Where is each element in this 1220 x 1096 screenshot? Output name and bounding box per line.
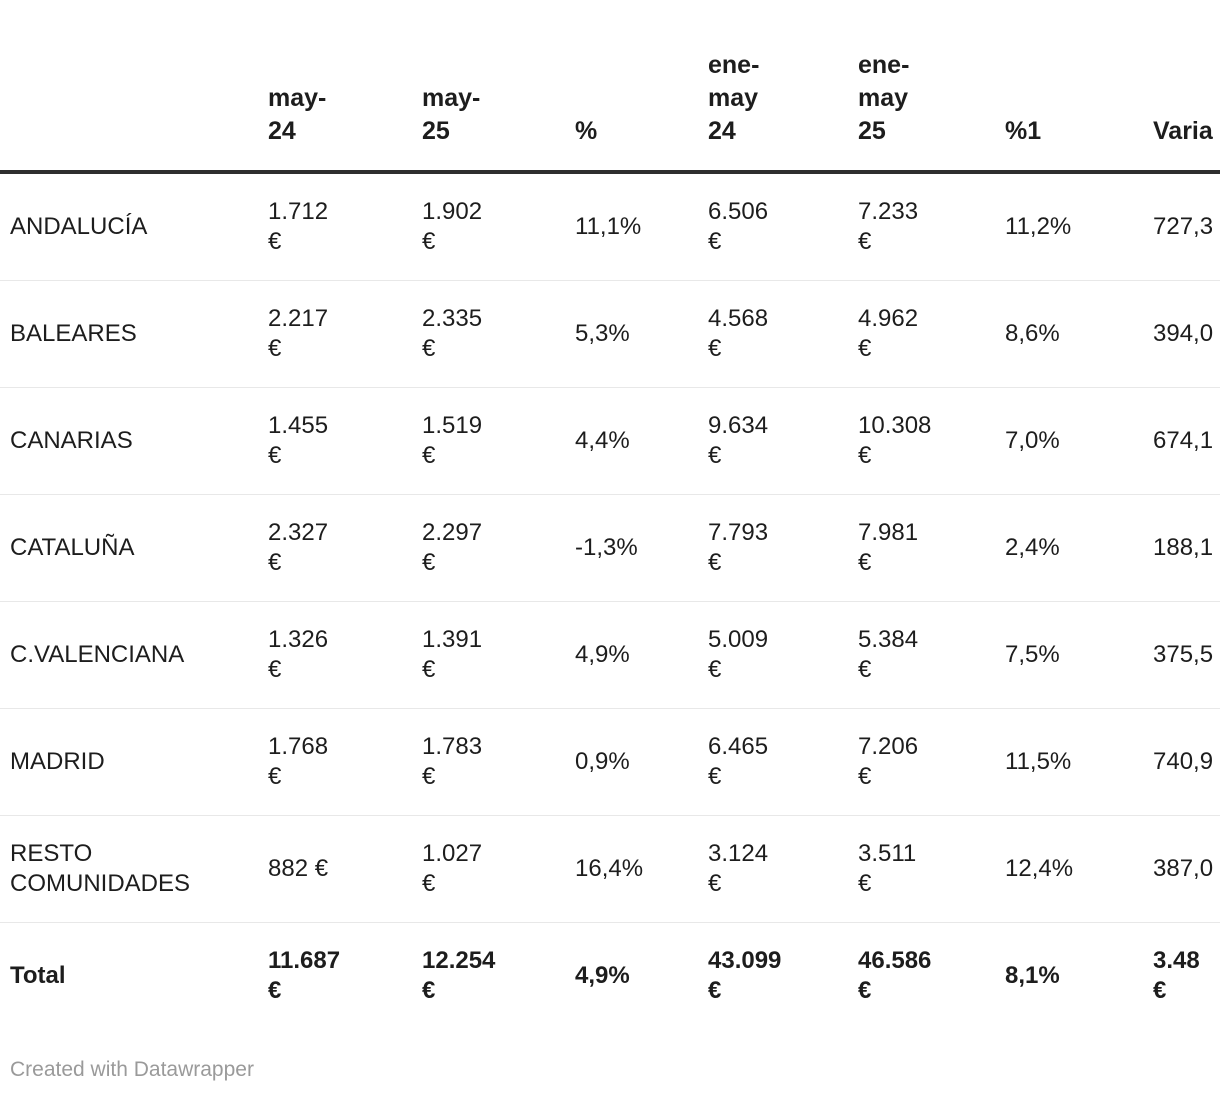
cell-ene-may-25: 7.206 € [848,708,995,816]
cell-region: BALEARES [0,280,258,388]
cell-region: CANARIAS [0,387,258,495]
cell-may-24: 1.768 € [258,708,412,816]
cell-region: RESTO COMUNIDADES [0,815,258,923]
cell-may-25: 1.783 € [412,708,565,816]
table-row: BALEARES 2.217 € 2.335 € 5,3% 4.568 € 4.… [0,280,1220,388]
cell-may-24: 1.455 € [258,387,412,495]
cell-ene-may-24: 6.465 € [698,708,848,816]
cell-may-25: 1.027 € [412,815,565,923]
cell-ene-may-25: 7.233 € [858,198,919,255]
cell-may-24: 1.712 € [268,198,329,255]
cell-may-25: 1.902 € [422,198,483,255]
cell-pct: -1,3% [565,494,698,602]
region-revenue-table: may- 24 may- 25 % ene- may 24 ene- may 2… [0,0,1220,1029]
cell-may-24: 2.217 € [258,280,412,388]
header-ene-may-25: ene- may 25 [848,0,995,174]
cell-pct: 4,4% [565,387,698,495]
total-may-24: 11.687 € [258,922,412,1029]
total-row: Total 11.687 € 12.254 € 4,9% 43.099 € 46… [0,922,1220,1029]
header-may-24: may- 24 [258,0,412,174]
table-row: C.VALENCIANA 1.326 € 1.391 € 4,9% 5.009 … [0,601,1220,709]
cell-variacion: 387,0 [1143,815,1220,923]
cell-may-25: 1.391 € [412,601,565,709]
cell-ene-may-24: 4.568 € [698,280,848,388]
cell-may-25: 1.519 € [412,387,565,495]
header-ene-may-24: ene- may 24 [698,0,848,174]
cell-variacion: 740,9 [1143,708,1220,816]
cell-variacion: 674,1 [1143,387,1220,495]
cell-ene-may-24: 3.124 € [698,815,848,923]
cell-ene-may-25: 10.308 € [848,387,995,495]
cell-variacion: 188,1 [1143,494,1220,602]
cell-ene-may-24: 5.009 € [698,601,848,709]
cell-ene-may-25: 7.981 € [848,494,995,602]
cell-ene-may-25: 5.384 € [848,601,995,709]
header-row: may- 24 may- 25 % ene- may 24 ene- may 2… [0,0,1220,174]
table-viewport: may- 24 may- 25 % ene- may 24 ene- may 2… [0,0,1220,1029]
cell-variacion: 394,0 [1143,280,1220,388]
cell-may-25: 2.297 € [412,494,565,602]
total-label: Total [0,922,258,1029]
datawrapper-credit: Created with Datawrapper [10,1058,254,1081]
cell-pct: 11,1% [575,213,642,240]
header-pct1: %1 [995,0,1143,174]
cell-ene-may-25: 3.511 € [848,815,995,923]
cell-may-24: 882 € [258,815,412,923]
cell-pct: 0,9% [565,708,698,816]
total-may-25: 12.254 € [412,922,565,1029]
cell-may-24: 2.327 € [258,494,412,602]
header-region [0,0,258,174]
header-may-25: may- 25 [412,0,565,174]
total-ene-may-24: 43.099 € [698,922,848,1029]
cell-variacion: 375,5 [1143,601,1220,709]
table-row: RESTO COMUNIDADES 882 € 1.027 € 16,4% 3.… [0,815,1220,923]
total-pct1: 8,1% [995,922,1143,1029]
cell-region: MADRID [0,708,258,816]
cell-ene-may-25: 4.962 € [848,280,995,388]
table-row: ANDALUCÍA 1.712 € 1.902 € 11,1% 6.506 € … [0,172,1220,281]
total-pct: 4,9% [565,922,698,1029]
cell-pct1: 12,4% [995,815,1143,923]
table-row: CANARIAS 1.455 € 1.519 € 4,4% 9.634 € 10… [0,387,1220,495]
cell-pct: 16,4% [565,815,698,923]
total-variacion: 3.48 € [1143,922,1220,1029]
cell-region: C.VALENCIANA [0,601,258,709]
cell-region: CATALUÑA [0,494,258,602]
cell-region: ANDALUCÍA [10,213,148,240]
cell-pct: 5,3% [565,280,698,388]
cell-may-24: 1.326 € [258,601,412,709]
cell-variacion: 727,3 [1153,213,1214,240]
cell-pct1: 7,5% [995,601,1143,709]
header-variacion: Varia [1143,0,1220,174]
table-row: CATALUÑA 2.327 € 2.297 € -1,3% 7.793 € 7… [0,494,1220,602]
total-ene-may-25: 46.586 € [848,922,995,1029]
cell-pct1: 7,0% [995,387,1143,495]
cell-may-25: 2.335 € [412,280,565,388]
cell-pct1: 11,2% [1005,213,1072,240]
cell-pct: 4,9% [565,601,698,709]
cell-ene-may-24: 7.793 € [698,494,848,602]
cell-pct1: 2,4% [995,494,1143,602]
cell-ene-may-24: 6.506 € [708,198,769,255]
cell-pct1: 11,5% [995,708,1143,816]
cell-pct1: 8,6% [995,280,1143,388]
header-pct: % [565,0,698,174]
table-row: MADRID 1.768 € 1.783 € 0,9% 6.465 € 7.20… [0,708,1220,816]
cell-ene-may-24: 9.634 € [698,387,848,495]
